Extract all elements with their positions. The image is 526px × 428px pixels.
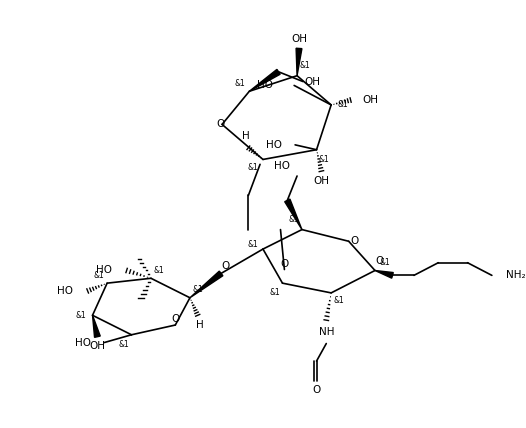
- Polygon shape: [375, 270, 393, 278]
- Polygon shape: [249, 69, 280, 91]
- Text: O: O: [222, 261, 230, 270]
- Text: H: H: [196, 320, 204, 330]
- Text: OH: OH: [313, 176, 329, 186]
- Text: O: O: [376, 256, 384, 266]
- Text: HO: HO: [96, 265, 112, 276]
- Text: HO: HO: [57, 286, 73, 296]
- Text: &1: &1: [234, 79, 245, 88]
- Text: &1: &1: [154, 266, 164, 275]
- Text: HO: HO: [267, 140, 282, 150]
- Text: H: H: [241, 131, 249, 141]
- Text: O: O: [312, 385, 321, 395]
- Polygon shape: [285, 199, 302, 229]
- Text: &1: &1: [193, 285, 203, 294]
- Polygon shape: [190, 271, 223, 298]
- Text: &1: &1: [289, 215, 299, 224]
- Text: HO: HO: [275, 161, 290, 171]
- Polygon shape: [296, 48, 302, 76]
- Text: HO: HO: [75, 338, 90, 348]
- Text: O: O: [171, 314, 179, 324]
- Polygon shape: [93, 315, 100, 337]
- Text: OH: OH: [89, 342, 105, 351]
- Text: &1: &1: [299, 62, 310, 71]
- Text: NH: NH: [319, 327, 334, 337]
- Text: NH₂: NH₂: [507, 270, 526, 280]
- Text: &1: &1: [319, 155, 330, 164]
- Text: &1: &1: [118, 340, 129, 349]
- Text: HO: HO: [257, 80, 272, 90]
- Text: &1: &1: [333, 296, 345, 305]
- Text: &1: &1: [338, 101, 348, 110]
- Text: &1: &1: [248, 163, 259, 172]
- Text: &1: &1: [248, 240, 259, 249]
- Text: OH: OH: [362, 95, 378, 105]
- Text: &1: &1: [379, 258, 390, 267]
- Text: O: O: [280, 259, 289, 269]
- Text: OH: OH: [291, 34, 307, 44]
- Text: OH: OH: [305, 77, 321, 86]
- Text: O: O: [350, 236, 359, 246]
- Text: &1: &1: [269, 288, 280, 297]
- Text: &1: &1: [94, 271, 105, 280]
- Text: &1: &1: [75, 311, 86, 320]
- Text: O: O: [216, 119, 224, 129]
